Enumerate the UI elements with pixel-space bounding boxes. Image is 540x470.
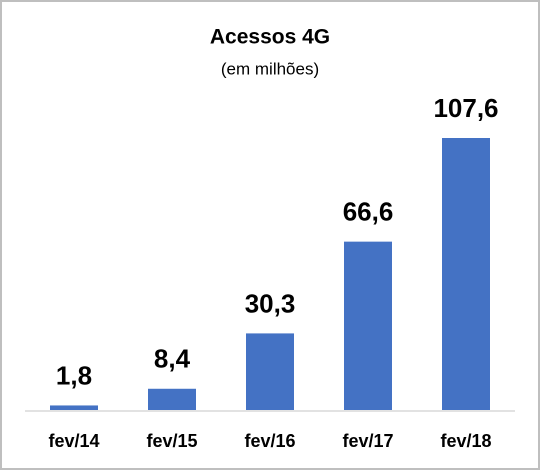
bar xyxy=(50,405,98,410)
x-tick-label: fev/18 xyxy=(440,431,491,451)
value-label: 107,6 xyxy=(433,93,498,123)
bar xyxy=(442,138,490,410)
bar xyxy=(344,241,392,410)
chart-subtitle: (em milhões) xyxy=(221,59,319,78)
bar xyxy=(246,333,294,410)
x-tick-label: fev/17 xyxy=(342,431,393,451)
x-tick-label: fev/14 xyxy=(48,431,99,451)
value-label: 66,6 xyxy=(343,197,394,227)
bar xyxy=(148,388,196,410)
x-tick-label: fev/16 xyxy=(244,431,295,451)
value-label: 30,3 xyxy=(245,288,296,318)
value-label: 8,4 xyxy=(154,344,191,374)
x-tick-label: fev/15 xyxy=(146,431,197,451)
value-label: 1,8 xyxy=(56,360,92,390)
chart-title: Acessos 4G xyxy=(210,26,330,49)
